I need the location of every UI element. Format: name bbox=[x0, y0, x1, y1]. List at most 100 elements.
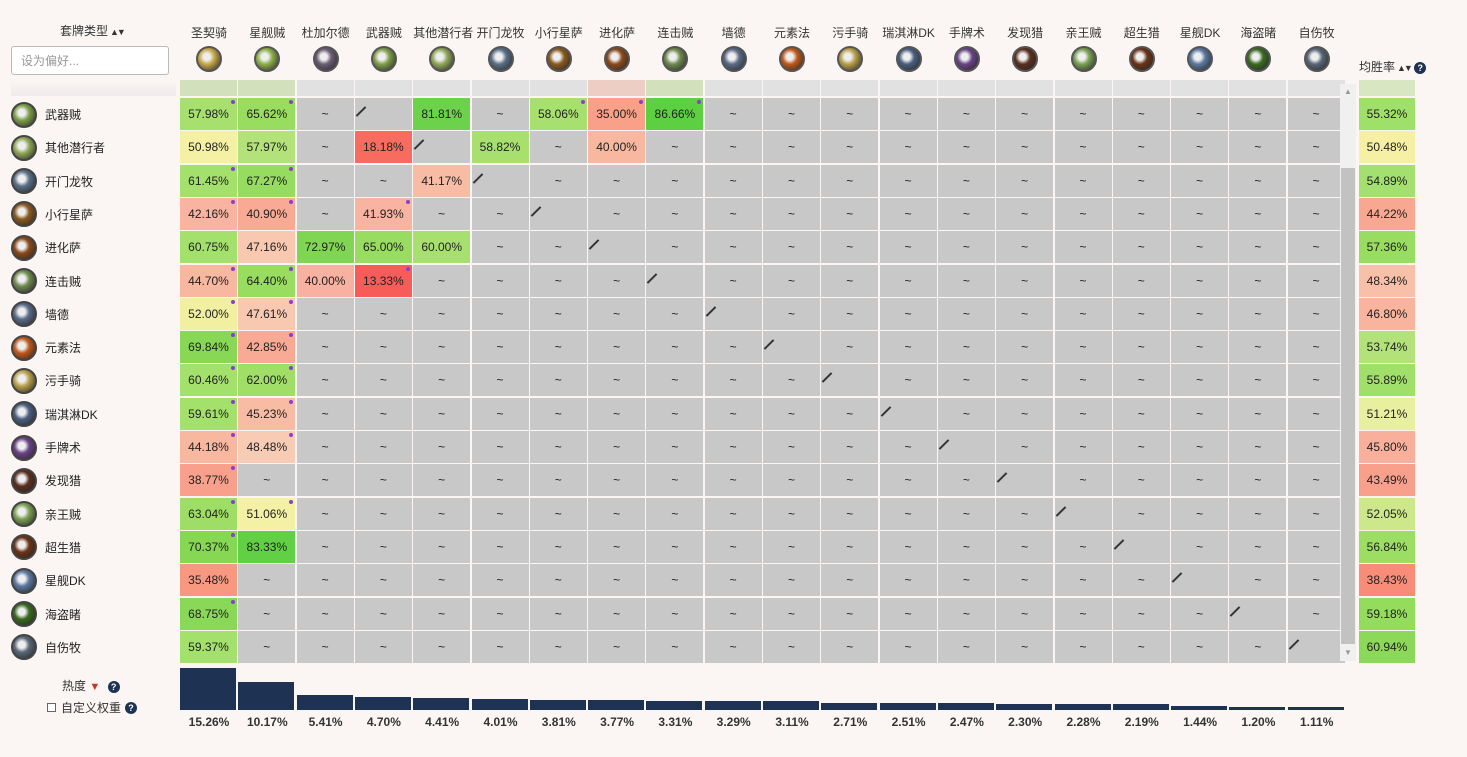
matchup-cell[interactable]: ~ bbox=[937, 464, 995, 497]
matchup-cell[interactable]: ~ bbox=[879, 98, 937, 130]
matchup-cell[interactable]: ~ bbox=[1287, 197, 1345, 230]
matchup-cell[interactable]: ~ bbox=[1229, 231, 1287, 264]
matchup-cell[interactable]: ~ bbox=[471, 397, 529, 430]
column-header[interactable]: 连击贼 bbox=[657, 26, 694, 40]
matchup-cell[interactable]: ~ bbox=[1287, 464, 1345, 497]
row-header[interactable]: 开门龙牧 bbox=[11, 165, 93, 198]
matchup-cell[interactable]: 40.90% bbox=[238, 197, 296, 230]
column-header[interactable]: 进化萨 bbox=[599, 26, 636, 40]
matchup-cell[interactable]: ~ bbox=[996, 164, 1054, 197]
row-header[interactable]: 其他潜行者 bbox=[11, 131, 105, 164]
matchup-cell[interactable] bbox=[763, 331, 820, 364]
matchup-cell[interactable]: ~ bbox=[1054, 131, 1112, 164]
matchup-cell[interactable]: 52.00% bbox=[180, 297, 237, 330]
matchup-cell[interactable]: 72.97% bbox=[296, 231, 354, 264]
column-header[interactable]: 武器贼 bbox=[365, 26, 402, 40]
matchup-cell[interactable]: ~ bbox=[1229, 431, 1287, 463]
matchup-cell[interactable]: ~ bbox=[1112, 264, 1170, 297]
matchup-cell[interactable]: ~ bbox=[704, 231, 762, 264]
matchup-cell[interactable]: ~ bbox=[1229, 464, 1287, 497]
matchup-cell[interactable]: ~ bbox=[763, 98, 820, 130]
matchup-cell[interactable]: ~ bbox=[1112, 197, 1170, 230]
matchup-cell[interactable]: ~ bbox=[996, 131, 1054, 164]
matchup-cell[interactable]: ~ bbox=[1112, 131, 1170, 164]
matchup-cell[interactable]: ~ bbox=[471, 464, 529, 497]
matchup-cell[interactable]: ~ bbox=[529, 530, 587, 563]
scroll-up-arrow[interactable]: ▲ bbox=[1344, 87, 1352, 96]
matchup-cell[interactable]: ~ bbox=[1054, 364, 1112, 397]
matchup-cell[interactable] bbox=[1229, 597, 1287, 630]
matchup-cell[interactable]: ~ bbox=[996, 564, 1054, 597]
matchup-cell[interactable]: ~ bbox=[937, 597, 995, 630]
matchup-cell[interactable]: ~ bbox=[471, 197, 529, 230]
matchup-cell[interactable]: 57.97% bbox=[238, 131, 296, 164]
matchup-cell[interactable]: ~ bbox=[704, 530, 762, 563]
matchup-cell[interactable]: ~ bbox=[821, 564, 879, 597]
matchup-cell[interactable]: ~ bbox=[937, 98, 995, 130]
matchup-cell[interactable]: ~ bbox=[937, 197, 995, 230]
matchup-cell[interactable]: ~ bbox=[471, 98, 529, 130]
sort-icon[interactable]: ▲▼ bbox=[110, 27, 126, 37]
matchup-cell[interactable]: ~ bbox=[1171, 464, 1229, 497]
matchup-cell[interactable]: ~ bbox=[937, 497, 995, 530]
matchup-cell[interactable]: ~ bbox=[646, 464, 704, 497]
matchup-cell[interactable]: ~ bbox=[588, 597, 646, 630]
matchup-cell[interactable]: ~ bbox=[763, 597, 820, 630]
matchup-cell[interactable]: ~ bbox=[471, 231, 529, 264]
row-header[interactable]: 瑞淇淋DK bbox=[11, 398, 98, 431]
matchup-cell[interactable]: ~ bbox=[1112, 431, 1170, 463]
matchup-cell[interactable]: ~ bbox=[1112, 164, 1170, 197]
matchup-cell[interactable]: ~ bbox=[1229, 364, 1287, 397]
matchup-cell[interactable]: ~ bbox=[354, 530, 412, 563]
matchup-cell[interactable]: ~ bbox=[1287, 397, 1345, 430]
matchup-cell[interactable]: 38.77% bbox=[180, 464, 237, 497]
matchup-cell[interactable]: ~ bbox=[1112, 397, 1170, 430]
row-header[interactable]: 进化萨 bbox=[11, 231, 81, 264]
matchup-cell[interactable]: ~ bbox=[763, 231, 820, 264]
matchup-cell[interactable]: ~ bbox=[413, 530, 471, 563]
matchup-cell[interactable]: ~ bbox=[296, 331, 354, 364]
matchup-cell[interactable]: 41.93% bbox=[354, 197, 412, 230]
matchup-cell[interactable]: ~ bbox=[821, 464, 879, 497]
matchup-cell[interactable]: ~ bbox=[413, 497, 471, 530]
matchup-cell[interactable]: ~ bbox=[1054, 98, 1112, 130]
matchup-cell[interactable] bbox=[588, 231, 646, 264]
row-header[interactable]: 自伤牧 bbox=[11, 631, 81, 664]
matchup-cell[interactable]: ~ bbox=[937, 264, 995, 297]
matchup-cell[interactable]: ~ bbox=[704, 431, 762, 463]
matchup-cell[interactable]: ~ bbox=[879, 364, 937, 397]
matchup-cell[interactable]: ~ bbox=[879, 530, 937, 563]
matchup-cell[interactable]: ~ bbox=[354, 497, 412, 530]
matchup-cell[interactable]: 81.81% bbox=[413, 98, 471, 130]
matchup-cell[interactable]: ~ bbox=[1112, 364, 1170, 397]
custom-weight-help-icon[interactable]: ? bbox=[125, 701, 138, 714]
matchup-cell[interactable]: ~ bbox=[996, 197, 1054, 230]
matchup-cell[interactable]: ~ bbox=[296, 431, 354, 463]
matchup-cell[interactable]: ~ bbox=[996, 98, 1054, 130]
matchup-cell[interactable]: ~ bbox=[646, 364, 704, 397]
matchup-cell[interactable]: ~ bbox=[879, 431, 937, 463]
matchup-cell[interactable]: ~ bbox=[1171, 98, 1229, 130]
matchup-cell[interactable]: ~ bbox=[529, 264, 587, 297]
matchup-cell[interactable]: 69.84% bbox=[180, 331, 237, 364]
matchup-cell[interactable]: ~ bbox=[588, 264, 646, 297]
matchup-cell[interactable]: 45.23% bbox=[238, 397, 296, 430]
matchup-cell[interactable]: 60.46% bbox=[180, 364, 237, 397]
matchup-cell[interactable]: ~ bbox=[1229, 164, 1287, 197]
matchup-cell[interactable]: ~ bbox=[354, 464, 412, 497]
matchup-cell[interactable]: ~ bbox=[471, 564, 529, 597]
row-header[interactable]: 小行星萨 bbox=[11, 198, 93, 231]
column-header[interactable]: 元素法 bbox=[773, 26, 810, 40]
matchup-cell[interactable]: ~ bbox=[1229, 530, 1287, 563]
matchup-cell[interactable]: ~ bbox=[1054, 630, 1112, 663]
matchup-cell[interactable]: ~ bbox=[296, 464, 354, 497]
matchup-cell[interactable]: ~ bbox=[1171, 331, 1229, 364]
matchup-cell[interactable]: ~ bbox=[529, 564, 587, 597]
column-header[interactable]: 开门龙牧 bbox=[476, 26, 525, 40]
matchup-cell[interactable]: ~ bbox=[354, 597, 412, 630]
matchup-cell[interactable]: ~ bbox=[763, 397, 820, 430]
matchup-cell[interactable]: ~ bbox=[1287, 231, 1345, 264]
matchup-cell[interactable]: ~ bbox=[1054, 297, 1112, 330]
matchup-cell[interactable]: ~ bbox=[821, 397, 879, 430]
matchup-cell[interactable]: ~ bbox=[471, 597, 529, 630]
